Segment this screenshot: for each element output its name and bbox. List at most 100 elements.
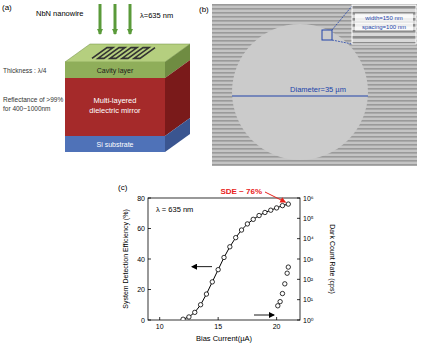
sde-point xyxy=(181,317,185,320)
zoom-line xyxy=(332,6,352,30)
y-tick xyxy=(148,289,151,290)
y2-tick-label: 10⁵ xyxy=(303,215,314,222)
axis-arrow xyxy=(254,315,274,316)
plot-marks xyxy=(181,202,291,320)
y2-tick-label: 10⁶ xyxy=(303,195,314,202)
light-arrow xyxy=(129,4,132,34)
dark-count-point xyxy=(278,299,282,303)
sde-point xyxy=(245,222,249,226)
y-tick xyxy=(148,259,151,260)
nanowire-meander xyxy=(92,48,155,59)
y2-tick-label: 10³ xyxy=(303,256,314,263)
sde-line xyxy=(183,204,288,319)
y2-tick xyxy=(297,299,300,300)
light-arrow xyxy=(99,4,102,34)
sde-point xyxy=(204,292,208,296)
sde-point xyxy=(274,206,278,210)
x-tick-label: 10 xyxy=(156,323,164,330)
annotation: λ = 635 nm xyxy=(156,205,193,214)
y-tick xyxy=(148,198,151,199)
x-tick xyxy=(276,317,277,320)
mirror-layer xyxy=(65,78,165,136)
zoom-line xyxy=(332,40,352,44)
y-tick-label: 0 xyxy=(141,317,145,324)
thickness-label: Thickness : λ/4 xyxy=(3,67,47,74)
x-tick xyxy=(218,317,219,320)
x-axis-title: Bias Current(µA) xyxy=(196,334,253,343)
y2-tick xyxy=(297,279,300,280)
x-tick xyxy=(159,317,160,320)
incident-label: λ=635 nm xyxy=(140,11,173,20)
layer-label: Multi-layereddielectric mirror xyxy=(89,96,141,115)
sde-point xyxy=(257,213,261,217)
y-tick-label: 80 xyxy=(137,195,145,202)
nanowire-label: NbN nanowire xyxy=(36,9,84,18)
inset-label: width=150 nm xyxy=(364,15,403,21)
sde-point xyxy=(187,315,191,319)
y2-tick xyxy=(297,259,300,260)
panel-letter: (a) xyxy=(2,3,12,12)
sde-point xyxy=(251,217,255,221)
inset-label: spacing=100 nm xyxy=(362,24,406,30)
x-tick-label: 15 xyxy=(214,323,222,330)
y2-axis-title: Dark Count Rate (cps) xyxy=(328,224,336,294)
sde-point xyxy=(239,228,243,232)
sde-annotation: SDE ~ 76% xyxy=(220,187,262,196)
dark-count-point xyxy=(285,271,289,275)
sde-point xyxy=(280,203,284,207)
y-axis-title: System Detection Efficiency (%) xyxy=(122,209,130,308)
figure: (a) NbN nanowire λ=635 nm Cavity layer Multi… xyxy=(0,0,422,356)
y-tick-label: 40 xyxy=(137,256,145,263)
sde-point xyxy=(263,210,267,214)
sde-point xyxy=(286,202,290,206)
y2-tick xyxy=(297,218,300,219)
dark-count-point xyxy=(286,265,290,269)
y2-tick-label: 10² xyxy=(303,276,314,283)
label-patch xyxy=(355,14,413,22)
label-line: dielectric mirror xyxy=(89,106,141,115)
zoom-inset xyxy=(352,5,416,44)
y-tick-label: 20 xyxy=(137,286,145,293)
dark-count-point xyxy=(283,282,287,286)
y2-tick-label: 10¹ xyxy=(303,296,314,303)
diameter-label: Diameter=35 µm xyxy=(290,85,346,94)
y2-tick xyxy=(297,238,300,239)
layer-label: Si substrate xyxy=(97,141,134,148)
axis-arrow xyxy=(192,266,212,267)
cavity-layer xyxy=(65,62,165,78)
zoom-box xyxy=(322,30,332,40)
y2-tick xyxy=(297,320,300,321)
light-arrow xyxy=(114,4,117,34)
x-tick-label: 20 xyxy=(273,323,281,330)
sde-point xyxy=(269,208,273,212)
y2-tick-label: 10⁰ xyxy=(303,317,314,324)
panel-letter: (b) xyxy=(199,5,209,14)
substrate-layer xyxy=(65,136,165,152)
sde-point xyxy=(210,280,214,284)
label-line: Multi-layered xyxy=(94,96,137,105)
label-patch xyxy=(355,23,413,31)
dark-count-point xyxy=(276,304,280,308)
y2-tick xyxy=(297,198,300,199)
annotation-arrow xyxy=(265,192,285,202)
sem-image xyxy=(212,4,417,166)
y-tick xyxy=(148,228,151,229)
layer-label: Cavity layer xyxy=(97,67,134,75)
diameter-line xyxy=(232,95,368,96)
plot-frame xyxy=(148,198,300,320)
sde-point xyxy=(193,310,197,314)
y-tick xyxy=(148,320,151,321)
y2-tick-label: 10⁴ xyxy=(303,235,314,242)
sde-point xyxy=(233,235,237,239)
panel-letter: (c) xyxy=(118,183,128,192)
substrate-side xyxy=(165,118,190,152)
sde-point xyxy=(228,245,232,249)
reflectance-label: Reflectance of >99% xyxy=(3,96,63,103)
sde-point xyxy=(222,255,226,259)
y-tick-label: 60 xyxy=(137,225,145,232)
sde-point xyxy=(216,267,220,271)
reflectance-label: for 400~1000nm xyxy=(3,105,51,112)
sde-point xyxy=(198,303,202,307)
dark-count-point xyxy=(280,291,284,295)
detector-area xyxy=(232,24,368,160)
